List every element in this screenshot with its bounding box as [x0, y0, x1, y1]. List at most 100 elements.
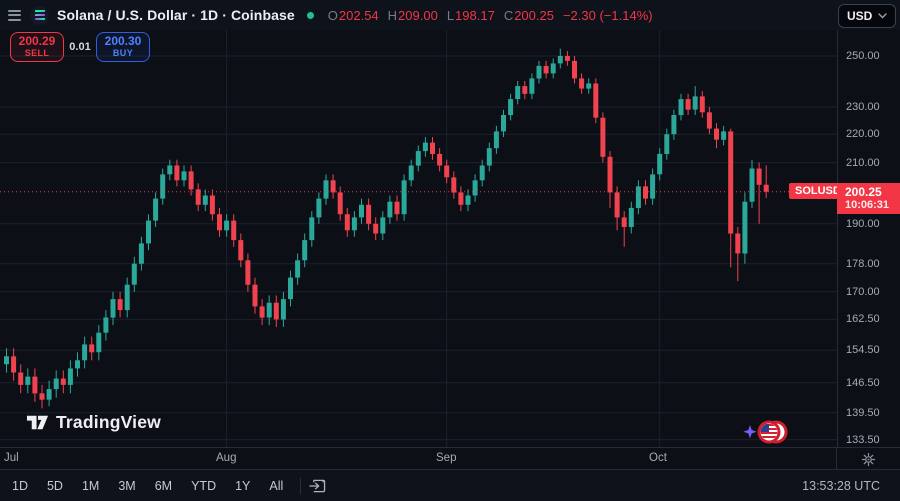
month-tick-label: Aug: [216, 452, 237, 464]
price-tick-label: 133.50: [846, 434, 880, 446]
candle-body: [728, 131, 734, 234]
candle-body: [351, 217, 357, 231]
go-to-date-icon: [309, 479, 326, 492]
candle-body: [721, 131, 727, 140]
candle-body: [458, 192, 464, 205]
candle-body: [706, 112, 712, 129]
range-button-3m[interactable]: 3M: [118, 478, 136, 493]
candle-body: [586, 83, 592, 89]
last-price-symbol-tag: SOLUSD: [789, 183, 847, 199]
candle-body: [678, 99, 684, 116]
candle-body: [238, 240, 244, 261]
flag-coin-icon: [757, 420, 788, 444]
candle-body: [53, 378, 59, 390]
candle-body: [209, 195, 215, 215]
currency-selector[interactable]: USD: [838, 4, 896, 28]
candle-body: [550, 63, 556, 74]
tradingview-logo-icon: [26, 415, 49, 430]
candle-body: [422, 142, 428, 152]
candle-body: [564, 56, 570, 61]
price-tick-label: 146.50: [846, 377, 880, 389]
candle-body: [621, 217, 627, 227]
candle-body: [714, 128, 719, 140]
price-tick-label: 220.00: [846, 128, 880, 140]
range-button-6m[interactable]: 6M: [154, 478, 173, 493]
range-button-1d[interactable]: 1D: [12, 478, 28, 493]
order-panel: 200.29 SELL 0.01 200.30 BUY: [10, 32, 150, 62]
candle-body: [614, 192, 620, 218]
range-button-ytd[interactable]: YTD: [191, 478, 217, 493]
month-tick-label: Oct: [649, 452, 667, 464]
candle-body: [671, 115, 677, 135]
buy-price: 200.30: [104, 34, 142, 49]
candle-body: [699, 96, 705, 113]
candle-body: [224, 220, 230, 231]
price-tick-label: 178.00: [846, 258, 880, 270]
candle-body: [288, 277, 293, 300]
time-scale[interactable]: Jul Aug Sep Oct: [0, 447, 900, 470]
chart-header: Solana / U.S. Dollar · 1D · Coinbase O20…: [0, 0, 900, 30]
price-tick-label: 170.00: [846, 286, 880, 298]
candle-body: [174, 165, 180, 181]
us-flag-event-marker[interactable]: [743, 419, 790, 452]
symbol-title[interactable]: Solana / U.S. Dollar · 1D · Coinbase: [57, 7, 295, 23]
spread-value: 0.01: [69, 41, 91, 53]
chevron-down-icon: [878, 13, 887, 19]
price-tick-label: 250.00: [846, 50, 880, 62]
candle-body: [401, 180, 407, 215]
month-tick-label: Jul: [4, 452, 19, 464]
candle-body: [600, 117, 606, 157]
price-tick-label: 230.00: [846, 101, 880, 113]
candle-body: [280, 299, 286, 320]
candle-body: [323, 180, 329, 199]
candle-body: [515, 86, 521, 100]
bar-close-countdown: 10:06:31: [845, 199, 890, 211]
price-chart[interactable]: [0, 30, 837, 447]
range-button-all[interactable]: All: [269, 478, 284, 493]
scale-settings-button[interactable]: [836, 447, 900, 470]
candle-body: [572, 60, 577, 79]
candle-body: [82, 344, 88, 361]
market-status-icon: [306, 11, 314, 19]
candle-body: [756, 168, 762, 185]
candle-body: [245, 260, 251, 285]
price-tick-label: 162.50: [846, 313, 880, 325]
candle-body: [579, 78, 585, 89]
price-tick-label: 190.00: [846, 218, 880, 230]
candle-body: [408, 165, 414, 181]
range-button-5d[interactable]: 5D: [46, 478, 63, 493]
tradingview-attribution[interactable]: TradingView: [26, 411, 161, 434]
last-price-value: 200.25: [845, 185, 882, 199]
ohlc-field: C200.25: [503, 7, 554, 23]
candle-body: [124, 284, 130, 311]
candle-body: [415, 151, 421, 166]
candle-body: [444, 165, 450, 178]
candle-body: [167, 165, 173, 175]
go-to-date-button[interactable]: [309, 478, 326, 494]
candle-body: [195, 189, 201, 205]
bottom-toolbar: 1D 5D 1M 3M 6M YTD 1Y All 13:53:28 UTC: [0, 469, 900, 501]
candle-body: [75, 360, 80, 369]
candle-body: [635, 186, 641, 208]
price-scale[interactable]: 250.00 230.00 220.00 210.00 190.00 178.00 170.…: [837, 30, 900, 447]
candle-body: [117, 299, 123, 311]
candle-body: [60, 378, 66, 385]
month-tick-label: Sep: [436, 452, 457, 464]
range-button-1m[interactable]: 1M: [81, 478, 100, 493]
sell-button[interactable]: 200.29 SELL: [10, 32, 64, 62]
candle-body: [493, 131, 499, 149]
menu-icon[interactable]: [8, 9, 21, 21]
candle-body: [103, 317, 109, 333]
price-tick-label: 210.00: [846, 157, 880, 169]
ohlc-field: O202.54: [327, 7, 379, 23]
candle-body: [557, 56, 563, 64]
buy-button[interactable]: 200.30 BUY: [96, 32, 150, 62]
range-button-1y[interactable]: 1Y: [235, 478, 251, 493]
candle-body: [529, 78, 535, 94]
watermark-text: TradingView: [56, 412, 161, 432]
candle-body: [4, 356, 9, 365]
candle-body: [25, 376, 31, 385]
utc-clock[interactable]: 13:53:28 UTC: [802, 478, 880, 493]
candle-body: [735, 233, 741, 254]
